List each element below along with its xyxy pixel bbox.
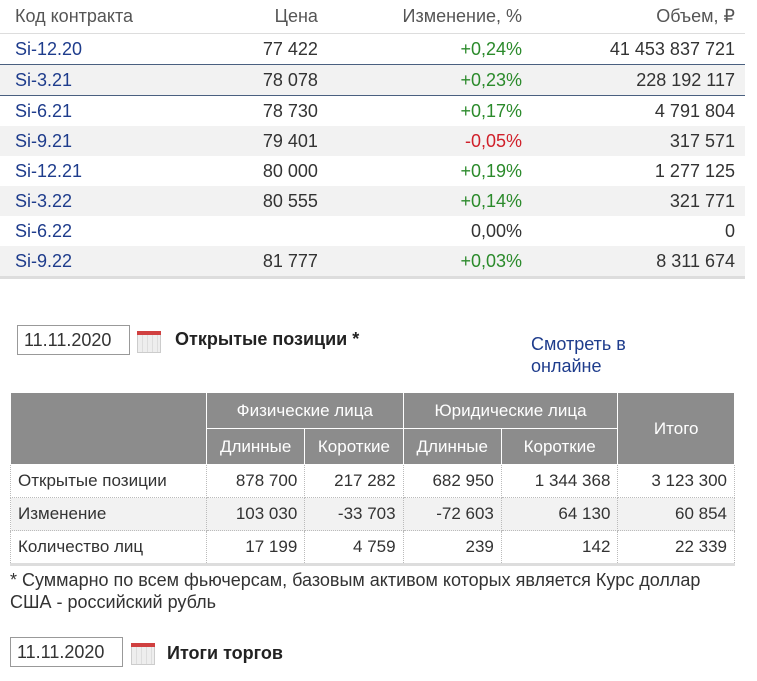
row-label: Изменение bbox=[10, 497, 207, 531]
row-label: Открытые позиции bbox=[10, 464, 207, 498]
value-cell: 3 123 300 bbox=[617, 464, 735, 498]
price-cell: 78 730 bbox=[262, 100, 318, 121]
results-title: Итоги торгов bbox=[167, 643, 283, 663]
volume-cell: 8 311 674 bbox=[532, 246, 745, 279]
header-short: Короткие bbox=[500, 428, 619, 465]
contract-code-link[interactable]: Si-6.21 bbox=[15, 100, 73, 121]
header-total: Итого bbox=[617, 392, 735, 465]
contract-code-link[interactable]: Si-12.20 bbox=[0, 33, 226, 65]
positions-row: Изменение 103 030 -33 703 -72 603 64 130 60 8… bbox=[10, 497, 735, 531]
open-positions-title: Открытые позиции * bbox=[175, 329, 360, 349]
header-legal-entities: Юридические лица bbox=[402, 392, 619, 429]
price-cell: 77 422 bbox=[225, 33, 328, 65]
contract-code-link[interactable]: Si-3.21 bbox=[0, 64, 226, 96]
volume-cell: 4 791 804 bbox=[654, 100, 735, 121]
price-cell: 80 555 bbox=[225, 186, 328, 216]
header-long: Длинные bbox=[205, 428, 306, 465]
header-individuals: Физические лица bbox=[206, 392, 404, 429]
value-cell: 878 700 bbox=[205, 464, 306, 498]
contract-code-link[interactable]: Si-6.22 bbox=[15, 220, 73, 241]
open-positions-date-input[interactable]: 11.11.2020 bbox=[17, 325, 130, 355]
contract-code-link[interactable]: Si-9.21 bbox=[0, 126, 226, 156]
contract-row[interactable]: Si-12.20 77 422 +0,24% 41 453 837 721 bbox=[0, 33, 745, 65]
change-cell: 0,00% bbox=[471, 220, 523, 241]
change-cell: +0,03% bbox=[327, 246, 533, 279]
contract-code-link[interactable]: Si-12.21 bbox=[15, 160, 83, 181]
price-cell: 81 777 bbox=[225, 246, 328, 279]
volume-cell: 228 192 117 bbox=[532, 64, 745, 96]
value-cell: 142 bbox=[500, 530, 619, 566]
price-cell: 79 401 bbox=[225, 126, 328, 156]
price-cell: 80 000 bbox=[262, 160, 318, 181]
value-cell: 4 759 bbox=[304, 530, 404, 566]
price-cell: 78 078 bbox=[225, 64, 328, 96]
change-cell: +0,17% bbox=[460, 100, 523, 121]
volume-cell: 0 bbox=[724, 220, 735, 241]
value-cell: 682 950 bbox=[402, 464, 502, 498]
value-cell: -33 703 bbox=[304, 497, 404, 531]
row-label: Количество лиц bbox=[10, 530, 207, 566]
col-header-volume[interactable]: Объем, ₽ bbox=[532, 0, 745, 34]
value-cell: 64 130 bbox=[500, 497, 619, 531]
contract-row[interactable]: Si-3.22 80 555 +0,14% 321 771 bbox=[0, 186, 745, 216]
contract-row[interactable]: Si-6.22 0,00% 0 bbox=[0, 216, 745, 246]
volume-cell: 317 571 bbox=[532, 126, 745, 156]
value-cell: 1 344 368 bbox=[500, 464, 619, 498]
value-cell: -72 603 bbox=[402, 497, 502, 531]
value-cell: 217 282 bbox=[304, 464, 404, 498]
change-cell: +0,23% bbox=[327, 64, 533, 96]
contract-code-link[interactable]: Si-3.22 bbox=[0, 186, 226, 216]
volume-cell: 1 277 125 bbox=[654, 160, 735, 181]
value-cell: 17 199 bbox=[205, 530, 306, 566]
contract-code-link[interactable]: Si-9.22 bbox=[0, 246, 226, 279]
contract-row[interactable]: Si-12.21 80 000 +0,19% 1 277 125 bbox=[0, 156, 745, 186]
col-header-code[interactable]: Код контракта bbox=[0, 0, 226, 34]
header-short: Короткие bbox=[304, 428, 404, 465]
calendar-icon[interactable] bbox=[137, 331, 161, 353]
volume-cell: 41 453 837 721 bbox=[532, 33, 745, 65]
calendar-icon[interactable] bbox=[131, 643, 155, 665]
col-header-change[interactable]: Изменение, % bbox=[327, 0, 533, 34]
change-cell: +0,19% bbox=[460, 160, 523, 181]
change-cell: -0,05% bbox=[327, 126, 533, 156]
value-cell: 103 030 bbox=[205, 497, 306, 531]
change-cell: +0,24% bbox=[327, 33, 533, 65]
price-cell bbox=[225, 216, 328, 246]
open-positions-table: Физические лица Юридические лица Итого Д… bbox=[10, 392, 735, 566]
value-cell: 60 854 bbox=[617, 497, 735, 531]
view-online-link[interactable]: Смотреть в онлайне bbox=[531, 334, 626, 376]
header-long: Длинные bbox=[402, 428, 502, 465]
volume-cell: 321 771 bbox=[532, 186, 745, 216]
positions-row: Количество лиц 17 199 4 759 239 142 22 339 bbox=[10, 530, 735, 566]
contract-row[interactable]: Si-3.21 78 078 +0,23% 228 192 117 bbox=[0, 64, 745, 96]
contract-row[interactable]: Si-9.22 81 777 +0,03% 8 311 674 bbox=[0, 246, 745, 279]
positions-row: Открытые позиции 878 700 217 282 682 950 1 3… bbox=[10, 464, 735, 498]
contract-row[interactable]: Si-9.21 79 401 -0,05% 317 571 bbox=[0, 126, 745, 156]
contract-row[interactable]: Si-6.21 78 730 +0,17% 4 791 804 bbox=[0, 96, 745, 127]
value-cell: 239 bbox=[402, 530, 502, 566]
footnote: * Суммарно по всем фьючерсам, базовым ак… bbox=[10, 570, 701, 612]
results-date-input[interactable]: 11.11.2020 bbox=[10, 637, 123, 667]
header-empty bbox=[10, 392, 207, 465]
col-header-price[interactable]: Цена bbox=[225, 0, 328, 34]
change-cell: +0,14% bbox=[327, 186, 533, 216]
value-cell: 22 339 bbox=[617, 530, 735, 566]
contracts-table: Код контракта Цена Изменение, % Объем, ₽… bbox=[0, 0, 745, 279]
